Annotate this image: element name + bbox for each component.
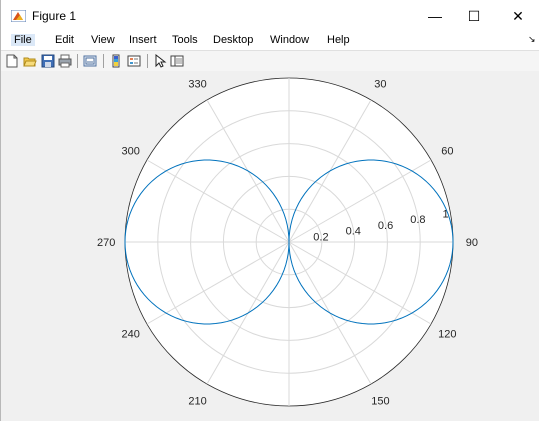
r-tick-label: 0.8 <box>410 214 425 226</box>
matlab-figure-icon <box>11 10 26 22</box>
menu-bar: File Edit View Insert Tools Desktop Wind… <box>1 32 539 49</box>
title-bar[interactable]: Figure 1 — ☐ ✕ <box>1 0 539 32</box>
r-tick-label: 0.4 <box>346 226 361 238</box>
polar-grid-spoke <box>288 159 432 243</box>
r-tick-label: 0.6 <box>378 220 393 232</box>
figure-canvas[interactable]: 03060901201501802102402703003300.20.40.6… <box>1 71 539 421</box>
series-line-0 <box>124 159 454 325</box>
edit-plot-icon[interactable] <box>153 54 167 68</box>
theta-tick-label: 120 <box>438 328 456 340</box>
toolbar-separator <box>103 54 104 68</box>
menu-file[interactable]: File <box>11 34 35 46</box>
insert-colorbar-icon[interactable] <box>109 54 123 68</box>
theta-tick-label: 330 <box>188 79 206 91</box>
theta-tick-label: 210 <box>188 395 206 407</box>
window-title: Figure 1 <box>32 9 77 23</box>
property-inspector-icon[interactable] <box>170 54 184 68</box>
theta-tick-label: 240 <box>121 328 139 340</box>
theta-tick-label: 60 <box>441 146 453 158</box>
polar-tick-labels: 03060901201501802102402703003300.20.40.6… <box>97 79 478 421</box>
menu-edit[interactable]: Edit <box>55 34 74 46</box>
menu-view[interactable]: View <box>91 34 115 46</box>
toolbar-separator <box>77 54 78 68</box>
menu-insert[interactable]: Insert <box>129 34 157 46</box>
polar-grid-spoke <box>146 241 290 325</box>
menu-desktop[interactable]: Desktop <box>213 34 254 46</box>
insert-legend-icon[interactable] <box>127 54 141 68</box>
print-icon[interactable] <box>58 54 72 68</box>
polar-grid-spoke <box>146 159 290 243</box>
polar-grid-spoke <box>288 241 432 325</box>
minimize-button[interactable]: — <box>428 8 442 24</box>
menubar-overflow-icon[interactable]: ↘ <box>528 34 536 44</box>
theta-tick-label: 30 <box>374 79 386 91</box>
figure-toolbar <box>1 50 539 72</box>
save-icon[interactable] <box>41 54 55 68</box>
r-tick-label: 0.2 <box>313 231 328 243</box>
theta-tick-label: 150 <box>371 395 389 407</box>
toolbar-separator <box>147 54 148 68</box>
menu-tools[interactable]: Tools <box>172 34 198 46</box>
new-figure-icon[interactable] <box>5 54 19 68</box>
maximize-button[interactable]: ☐ <box>467 7 481 24</box>
link-plot-icon[interactable] <box>83 54 97 68</box>
r-tick-label: 1 <box>443 209 449 221</box>
menu-help[interactable]: Help <box>327 34 350 46</box>
polar-axes[interactable]: 03060901201501802102402703003300.20.40.6… <box>1 71 539 421</box>
theta-tick-label: 180 <box>280 420 298 421</box>
plot-series <box>124 159 454 325</box>
open-file-icon[interactable] <box>23 54 37 68</box>
theta-tick-label: 90 <box>466 237 478 249</box>
theta-tick-label: 300 <box>121 146 139 158</box>
close-button[interactable]: ✕ <box>512 7 524 24</box>
theta-tick-label: 270 <box>97 237 115 249</box>
menu-window[interactable]: Window <box>270 34 310 46</box>
